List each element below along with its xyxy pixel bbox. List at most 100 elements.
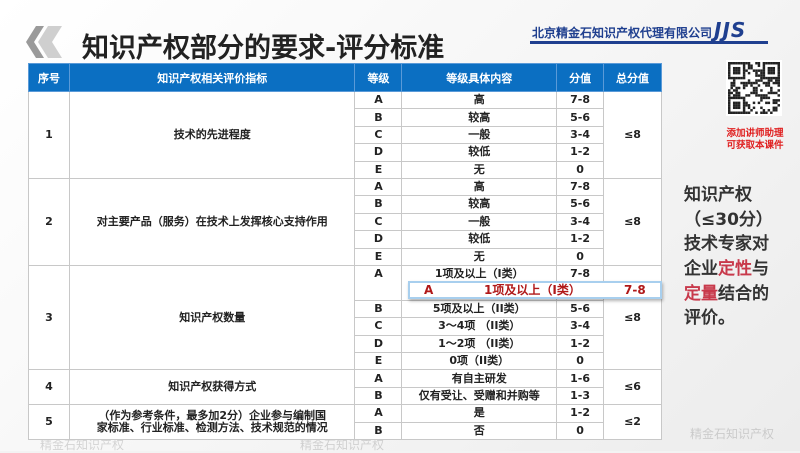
row-number: 5 xyxy=(28,404,70,441)
grade-cell: A xyxy=(354,369,403,388)
row-number: 1 xyxy=(28,91,70,179)
table-row: D 较低 1-2 xyxy=(29,230,662,249)
grade-cell: D xyxy=(354,334,403,354)
column-header: 等级 xyxy=(354,63,403,92)
grade-cell: B xyxy=(354,195,403,214)
table-row: 2 对主要产品（服务）在技术上发挥核心支持作用 A 高 7-8 ≤8 xyxy=(28,177,662,266)
grade-content-cell: 无 xyxy=(401,160,558,179)
indicator-cell: 对主要产品（服务）在技术上发挥核心支持作用 xyxy=(68,177,356,266)
grade-cell: D xyxy=(354,143,403,162)
score-cell: 3-4 xyxy=(556,125,605,145)
grade-cell: E xyxy=(354,352,403,371)
side-note-line: 企业定性与 xyxy=(684,257,794,282)
score-cell: 7-8 xyxy=(556,177,605,197)
diamond-logo-icon xyxy=(26,26,62,58)
table-header: 序号 知识产权相关评价指标 等级 等级具体内容 分值 总分值 xyxy=(28,63,662,92)
side-note-line: 评价。 xyxy=(684,308,735,329)
grade-content-cell: 较高 xyxy=(401,195,558,214)
row-number: 4 xyxy=(28,369,70,406)
text: 与 xyxy=(752,258,769,279)
qr-caption: 添加讲师助理 可获取本课件 xyxy=(720,128,790,153)
grade-cell: A xyxy=(354,264,403,301)
grade-cell: A xyxy=(354,90,403,110)
highlight-text: 定量 xyxy=(684,283,718,304)
highlight-text: 定性 xyxy=(718,258,752,279)
highlight-callout: A 1项及以上（I类） 7-8 xyxy=(408,281,662,300)
grade-content-cell: 仅有受让、受赠和并购等 xyxy=(401,386,558,406)
grade-content-cell: 高 xyxy=(401,177,558,197)
grade-content-cell: 是 xyxy=(401,404,558,423)
side-note-line: 定量结合的 xyxy=(684,282,794,307)
grade-cell: D xyxy=(354,230,403,249)
score-cell: 7-8 xyxy=(556,90,605,110)
score-cell: 3-4 xyxy=(556,317,605,336)
row-number: 2 xyxy=(28,177,70,266)
score-cell: 0 xyxy=(556,421,605,441)
scoring-table: 序号 知识产权相关评价指标 等级 等级具体内容 分值 总分值 1 技术的先进程度 A 高 7-8 ≤… xyxy=(28,63,662,441)
row-number: 3 xyxy=(28,264,70,371)
qr-caption-line: 添加讲师助理 xyxy=(726,128,784,139)
grade-content-cell: 较高 xyxy=(401,108,558,127)
grade-cell: C xyxy=(354,212,403,232)
grade-cell: C xyxy=(354,317,403,336)
text: 企业 xyxy=(684,258,718,279)
grade-cell: E xyxy=(354,247,403,266)
total-score-cell: ≤2 xyxy=(603,404,662,441)
side-note: 知识产权 （≤30分） 技术专家对 企业定性与 定量结合的 评价。 xyxy=(684,183,794,331)
grade-cell: E xyxy=(354,160,403,179)
grade-content-cell: 一般 xyxy=(401,212,558,232)
text: 结合的 xyxy=(718,283,769,304)
total-score-cell: ≤8 xyxy=(603,91,662,179)
grade-content-cell: 较低 xyxy=(401,143,558,162)
grade-content-cell: 0项（II类） xyxy=(401,352,558,371)
table-row: D 1～2项 （II类） 1-2 xyxy=(29,334,662,354)
score-cell: 1-2 xyxy=(556,143,605,162)
score-cell: 0 xyxy=(556,247,605,266)
grade-content-cell: 5项及以上（II类） xyxy=(401,299,558,319)
score-cell: 0 xyxy=(556,160,605,179)
indicator-cell: （作为参考条件，最多加2分）企业参与编制国家标准、行业标准、检测方法、技术规范的… xyxy=(68,404,356,441)
grade-content-cell: 有自主研发 xyxy=(401,369,558,388)
column-header: 知识产权相关评价指标 xyxy=(68,63,356,92)
header-divider xyxy=(530,41,768,44)
grade-content-cell: 否 xyxy=(401,421,558,441)
score-cell: 1-6 xyxy=(556,369,605,388)
table-row: B 较高 5-6 xyxy=(29,108,662,127)
qr-caption-line: 可获取本课件 xyxy=(726,140,784,152)
brand-logo: JJS xyxy=(714,18,747,42)
company-name: 北京精金石知识产权代理有限公司 xyxy=(532,26,713,40)
table-row: E 0项（II类） 0 xyxy=(29,352,662,371)
grade-cell: C xyxy=(354,125,403,145)
score-cell: 0 xyxy=(556,352,605,371)
table-row: 1 技术的先进程度 A 高 7-8 ≤8 xyxy=(28,90,662,179)
grade-content-cell: 高 xyxy=(401,90,558,110)
table-row: D 较低 1-2 xyxy=(29,143,662,162)
callout-score: 7-8 xyxy=(624,283,646,298)
grade-content-cell: 1～2项 （II类） xyxy=(401,334,558,354)
score-cell: 1-3 xyxy=(556,386,605,406)
score-cell: 1-2 xyxy=(556,230,605,249)
watermark: 精金石知识产权 xyxy=(690,427,775,441)
grade-cell: A xyxy=(354,404,403,423)
column-header: 等级具体内容 xyxy=(401,63,558,92)
callout-content: 1项及以上（I类） xyxy=(484,283,581,298)
grade-cell: B xyxy=(354,421,403,441)
column-header: 分值 xyxy=(556,63,605,92)
qr-code xyxy=(726,60,782,116)
grade-cell: B xyxy=(354,299,403,319)
column-header: 序号 xyxy=(28,63,70,92)
indicator-cell: 技术的先进程度 xyxy=(68,91,356,179)
grade-content-cell: 无 xyxy=(401,247,558,266)
indicator-cell: 知识产权数量 xyxy=(68,264,356,371)
indicator-cell: 知识产权获得方式 xyxy=(68,369,356,406)
callout-grade: A xyxy=(424,283,434,298)
grade-cell: B xyxy=(354,386,403,406)
score-cell: 5-6 xyxy=(556,195,605,214)
score-cell: 5-6 xyxy=(556,108,605,127)
score-cell: 1-2 xyxy=(556,334,605,354)
score-cell: 5-6 xyxy=(556,299,605,319)
